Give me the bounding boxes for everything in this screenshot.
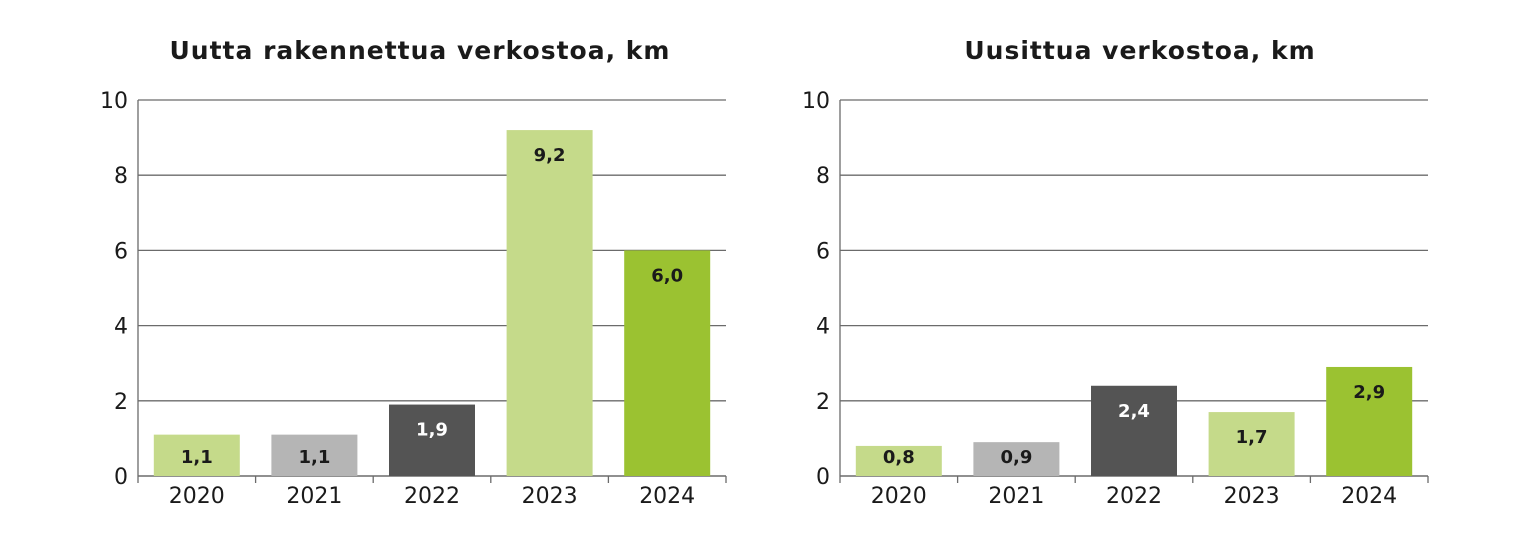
chart-2: Uusittua verkostoa, km 0 2 4 6 8 10 0,8 2020 0,9 2… xyxy=(802,36,1429,509)
y-tick-label: 4 xyxy=(114,315,128,340)
bar xyxy=(624,250,711,476)
bar xyxy=(1091,385,1177,476)
y-tick-label: 6 xyxy=(816,239,830,264)
x-tick-label: 2022 xyxy=(404,484,460,509)
bar-value-label: 0,8 xyxy=(883,447,915,468)
bar-value-label: 2,4 xyxy=(1118,401,1150,422)
y-tick-label: 6 xyxy=(114,239,128,264)
bar xyxy=(973,442,1060,476)
x-tick-label: 2023 xyxy=(522,484,578,509)
x-tick-label: 2020 xyxy=(871,484,927,509)
bar xyxy=(389,404,475,476)
chart-title: Uutta rakennettua verkostoa, km xyxy=(170,36,671,65)
bar xyxy=(506,130,593,476)
x-tick-label: 2021 xyxy=(286,484,342,509)
x-tick-label: 2020 xyxy=(169,484,225,509)
bar xyxy=(1326,366,1413,476)
x-tick-label: 2024 xyxy=(639,484,695,509)
y-tick-label: 4 xyxy=(816,315,830,340)
y-tick-label: 10 xyxy=(100,89,128,114)
y-tick-label: 10 xyxy=(802,89,830,114)
bar-value-label: 6,0 xyxy=(651,265,683,286)
bar-value-label: 1,9 xyxy=(416,420,448,441)
x-tick-label: 2023 xyxy=(1224,484,1280,509)
x-tick-label: 2022 xyxy=(1106,484,1162,509)
bar xyxy=(855,445,942,476)
y-tick-label: 0 xyxy=(816,465,830,490)
bar-value-label: 0,9 xyxy=(1000,447,1032,468)
y-tick-label: 8 xyxy=(114,164,128,189)
bar-value-label: 9,2 xyxy=(534,145,566,166)
bar-value-label: 1,1 xyxy=(298,447,330,468)
bar xyxy=(1208,412,1295,476)
chart-title: Uusittua verkostoa, km xyxy=(964,36,1315,65)
bar-value-label: 2,9 xyxy=(1353,382,1385,403)
x-tick-label: 2021 xyxy=(988,484,1044,509)
y-tick-label: 2 xyxy=(816,390,830,415)
bar xyxy=(271,434,358,476)
x-tick-label: 2024 xyxy=(1341,484,1397,509)
bar-value-label: 1,7 xyxy=(1236,427,1268,448)
y-tick-label: 8 xyxy=(816,164,830,189)
bar-value-label: 1,1 xyxy=(181,447,213,468)
y-tick-label: 0 xyxy=(114,465,128,490)
chart-1: Uutta rakennettua verkostoa, km 0 2 4 6 8 10 1,… xyxy=(100,36,727,509)
y-tick-label: 2 xyxy=(114,390,128,415)
bar xyxy=(153,434,240,476)
